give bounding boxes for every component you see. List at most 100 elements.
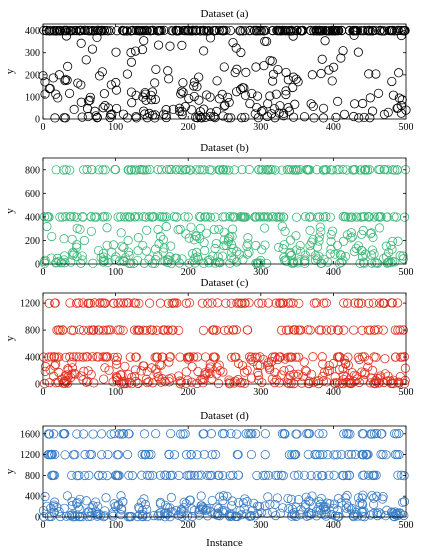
data-point [334, 258, 345, 268]
data-point [153, 511, 163, 521]
data-point [337, 470, 348, 480]
data-point [61, 352, 71, 362]
data-point [304, 376, 315, 386]
data-point [195, 112, 206, 123]
data-point [186, 222, 196, 232]
data-point [338, 165, 348, 175]
data-point [234, 298, 244, 308]
data-point [305, 497, 315, 507]
data-point [257, 245, 267, 255]
data-point [184, 298, 195, 308]
data-point [65, 298, 75, 308]
data-point [102, 223, 112, 233]
data-point [39, 352, 49, 362]
data-point [52, 25, 62, 36]
data-point [226, 298, 236, 308]
x-tick-label: 100 [108, 520, 123, 531]
data-point [303, 378, 313, 388]
data-point [64, 88, 75, 98]
data-point [296, 505, 306, 515]
data-point [190, 258, 200, 268]
y-tick-label: 0 [35, 513, 40, 524]
data-point [100, 511, 110, 521]
data-point [327, 76, 337, 86]
data-point [123, 369, 133, 380]
data-point [393, 510, 403, 520]
data-point [358, 212, 368, 222]
data-point [305, 247, 316, 257]
data-point [389, 212, 399, 222]
data-point [354, 113, 364, 123]
data-point [100, 165, 110, 175]
data-point [88, 258, 98, 268]
data-point [203, 298, 213, 308]
data-point [260, 36, 270, 46]
data-point [299, 112, 310, 122]
data-point [209, 224, 219, 235]
data-point [77, 251, 87, 261]
data-point [60, 450, 70, 460]
data-point [337, 449, 347, 460]
data-point [177, 254, 187, 264]
x-tick-label: 400 [326, 387, 341, 398]
data-point [248, 505, 258, 515]
data-point [148, 378, 158, 388]
data-point [185, 165, 196, 175]
data-point [163, 66, 173, 76]
data-point [316, 493, 326, 504]
data-point [159, 25, 169, 35]
data-point [253, 113, 263, 123]
data-point [372, 258, 382, 268]
data-point [245, 99, 255, 109]
data-point [231, 87, 242, 97]
data-point [113, 212, 123, 222]
data-point [393, 325, 403, 335]
x-tick-label: 100 [108, 122, 123, 133]
data-point [247, 429, 257, 439]
data-point [270, 377, 280, 388]
data-point [116, 491, 126, 501]
data-point [290, 99, 300, 109]
scatter-series [39, 298, 410, 389]
data-point [68, 352, 79, 362]
data-point [205, 108, 216, 118]
data-point [350, 298, 360, 308]
data-point [102, 240, 112, 250]
scatter-series [39, 164, 411, 269]
data-point [193, 366, 203, 377]
data-point [69, 248, 79, 258]
data-point [60, 74, 71, 84]
data-point [199, 449, 209, 460]
data-point [134, 212, 144, 222]
data-point [245, 26, 255, 36]
data-point [150, 113, 160, 123]
data-point [174, 106, 185, 116]
data-point [272, 493, 282, 503]
data-point [155, 499, 166, 509]
data-point [239, 212, 249, 222]
data-point [116, 298, 126, 308]
data-point [356, 298, 367, 308]
data-point [365, 325, 376, 335]
y-tick-label: 400 [25, 26, 40, 37]
data-point [158, 325, 168, 335]
data-point [294, 298, 304, 308]
data-point [379, 109, 389, 119]
data-point [316, 227, 326, 237]
data-point [142, 366, 152, 376]
data-point [385, 376, 396, 386]
y-tick-label: 400 [25, 212, 40, 223]
data-point [279, 428, 289, 439]
data-point [316, 258, 326, 268]
data-point [288, 26, 298, 36]
data-point [191, 112, 201, 122]
data-point [200, 245, 210, 256]
data-point [123, 235, 133, 245]
data-point [260, 240, 270, 250]
data-point [54, 26, 65, 36]
data-point [194, 95, 204, 105]
data-point [164, 377, 174, 387]
data-point [212, 76, 222, 86]
data-point [189, 352, 199, 362]
data-point [194, 72, 204, 82]
